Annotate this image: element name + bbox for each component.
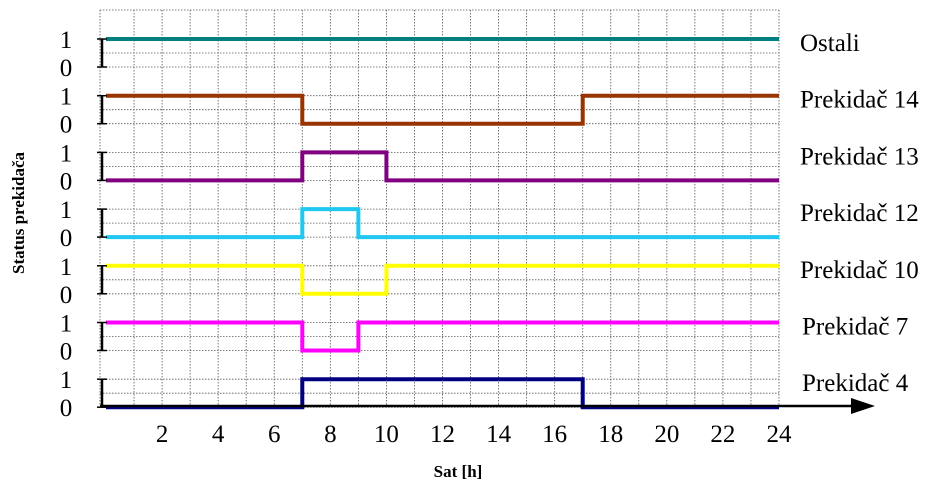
x-tick-label: 10 [374, 421, 399, 448]
x-tick-label: 8 [324, 421, 337, 448]
x-tick-label: 14 [486, 421, 512, 448]
x-axis-arrow [851, 398, 875, 414]
grid [99, 9, 780, 408]
series-line-2 [106, 93, 779, 126]
series-line-3 [106, 150, 779, 183]
series-line-4 [106, 207, 779, 240]
state-label-high: 1 [60, 311, 73, 338]
x-tick-label: 20 [654, 421, 679, 448]
state-label-high: 1 [60, 197, 73, 224]
series-line-5 [106, 263, 779, 296]
series-label-5: Prekidač 10 [800, 257, 919, 284]
state-label-high: 1 [60, 140, 73, 167]
state-label-low: 0 [60, 168, 73, 195]
state-label-low: 0 [60, 112, 73, 139]
state-label-high: 1 [60, 254, 73, 281]
x-tick-label: 18 [598, 421, 623, 448]
series-label-2: Prekidač 14 [800, 87, 919, 114]
state-label-low: 0 [60, 225, 73, 252]
series-label-7: Prekidač 4 [802, 370, 909, 397]
state-label-high: 1 [60, 27, 73, 54]
x-tick-label: 6 [268, 421, 281, 448]
state-label-high: 1 [60, 84, 73, 111]
state-label-low: 0 [60, 395, 73, 422]
y-axis-title: Status prekidača [9, 151, 28, 274]
state-label-high: 1 [60, 367, 73, 394]
x-tick-label: 22 [710, 421, 735, 448]
series-label-3: Prekidač 13 [800, 143, 919, 170]
x-tick-label: 12 [430, 421, 455, 448]
state-brackets [97, 38, 107, 408]
state-label-low: 0 [60, 282, 73, 309]
series-label-4: Prekidač 12 [800, 200, 919, 227]
axes-group [100, 398, 875, 414]
series-line-6 [106, 320, 779, 353]
series-label-1: Ostali [800, 30, 860, 57]
state-label-low: 0 [60, 339, 73, 366]
series-label-6: Prekidač 7 [802, 314, 908, 341]
x-tick-label: 4 [212, 421, 225, 448]
x-tick-label: 16 [542, 421, 567, 448]
x-axis-title: Sat [h] [434, 462, 483, 481]
x-tick-label: 24 [767, 421, 793, 448]
x-tick-label: 2 [156, 421, 169, 448]
state-label-low: 0 [60, 55, 73, 82]
